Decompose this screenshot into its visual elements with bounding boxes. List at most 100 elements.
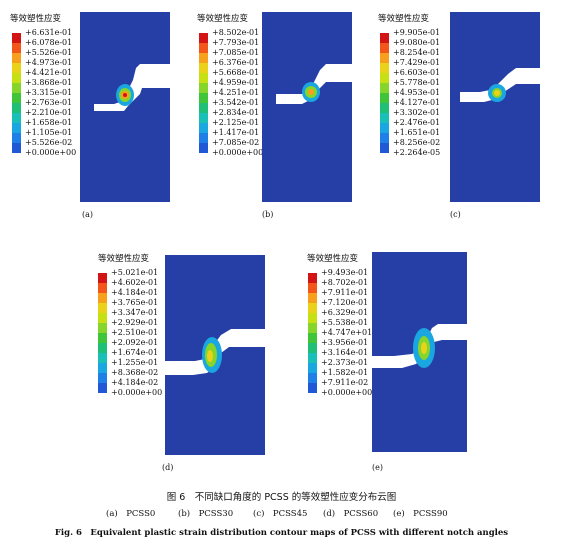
legend-swatch <box>199 113 208 123</box>
legend-value: +2.210e-01 <box>25 108 73 117</box>
legend-swatch <box>98 313 107 323</box>
legend-swatch <box>308 313 317 323</box>
legend-value: +0.000e+00 <box>111 388 163 397</box>
legend-swatch <box>12 63 21 73</box>
legend-value: +2.264e-05 <box>393 148 441 157</box>
legend-value: +9.905e-01 <box>393 28 441 37</box>
legend-swatch <box>308 283 317 293</box>
legend-value: +3.868e-01 <box>25 78 73 87</box>
legend-swatch <box>380 53 389 63</box>
legend-swatch <box>380 133 389 143</box>
legend-value: +6.376e-01 <box>212 58 260 67</box>
legend-value: +7.085e-02 <box>212 138 260 147</box>
legend-swatch <box>380 83 389 93</box>
panel-label: (c) <box>450 210 461 219</box>
legend-swatch <box>308 343 317 353</box>
legend-swatch <box>98 343 107 353</box>
legend-swatch <box>12 73 21 83</box>
legend-swatch <box>199 123 208 133</box>
legend-value: +2.476e-01 <box>393 118 441 127</box>
contour-map-e <box>372 252 467 452</box>
subcaption-e: (e) PCSS90 <box>393 509 448 519</box>
legend-swatch <box>98 283 107 293</box>
legend-swatch <box>12 133 21 143</box>
legend-value: +3.765e-01 <box>111 298 159 307</box>
legend-value: +6.603e-01 <box>393 68 441 77</box>
legend-swatch <box>12 143 21 153</box>
legend-swatch <box>12 83 21 93</box>
legend-value: +8.256e-02 <box>393 138 441 147</box>
legend-swatch <box>380 43 389 53</box>
legend-value: +2.763e-01 <box>25 98 73 107</box>
legend-swatch <box>308 363 317 373</box>
legend-value: +1.105e-01 <box>25 128 73 137</box>
legend-swatch <box>12 33 21 43</box>
legend-swatch <box>98 323 107 333</box>
legend-value: +1.417e-01 <box>212 128 260 137</box>
legend-swatch <box>380 73 389 83</box>
panel-label: (e) <box>372 463 383 472</box>
legend-swatch <box>380 143 389 153</box>
legend-swatch <box>12 123 21 133</box>
legend-swatch <box>199 143 208 153</box>
legend-swatch <box>98 303 107 313</box>
legend-value: +7.911e-02 <box>321 378 369 387</box>
legend-swatch <box>12 53 21 63</box>
legend-swatch <box>199 133 208 143</box>
legend-value: +0.000e+00 <box>321 388 373 397</box>
legend-swatch <box>308 373 317 383</box>
legend-swatch <box>12 43 21 53</box>
legend-value: +7.429e-01 <box>393 58 441 67</box>
legend-swatch <box>308 303 317 313</box>
legend-value: +4.184e-02 <box>111 378 159 387</box>
subcaption-b: (b) PCSS30 <box>178 509 234 519</box>
legend-value: +1.582e-01 <box>321 368 369 377</box>
legend-swatch <box>12 93 21 103</box>
legend-swatch <box>308 333 317 343</box>
legend-value: +4.127e-01 <box>393 98 441 107</box>
legend-value: +8.502e-01 <box>212 28 260 37</box>
legend-value: +8.368e-02 <box>111 368 159 377</box>
legend-value: +2.092e-01 <box>111 338 159 347</box>
legend-value: +1.651e-01 <box>393 128 441 137</box>
legend-title: 等效塑性应变 <box>378 14 430 24</box>
figure-caption-en: Fig. 6 Equivalent plastic strain distrib… <box>54 528 509 538</box>
legend-swatch <box>199 63 208 73</box>
legend-value: +2.834e-01 <box>212 108 260 117</box>
legend-swatch <box>380 93 389 103</box>
legend-swatch <box>308 353 317 363</box>
legend-swatch <box>199 83 208 93</box>
legend-value: +8.702e-01 <box>321 278 369 287</box>
panel-label: (a) <box>82 210 94 219</box>
legend-swatch <box>308 323 317 333</box>
legend-swatch <box>98 333 107 343</box>
legend-value: +6.631e-01 <box>25 28 73 37</box>
legend-title: 等效塑性应变 <box>307 254 359 264</box>
legend-swatch <box>199 73 208 83</box>
legend-value: +7.911e-01 <box>321 288 369 297</box>
legend-title: 等效塑性应变 <box>197 14 249 24</box>
panel-label: (b) <box>262 210 274 219</box>
legend-value: +5.526e-01 <box>25 48 73 57</box>
legend-value: +5.021e-01 <box>111 268 159 277</box>
contour-map-b <box>262 12 352 202</box>
legend-swatch <box>199 43 208 53</box>
legend-title: 等效塑性应变 <box>10 14 62 24</box>
legend-value: +7.085e-01 <box>212 48 260 57</box>
legend-value: +9.493e-01 <box>321 268 369 277</box>
subcaption-d: (d) PCSS60 <box>323 509 379 519</box>
contour-map-d <box>165 255 265 455</box>
legend-value: +5.668e-01 <box>212 68 260 77</box>
legend-swatch <box>380 103 389 113</box>
legend-value: +3.347e-01 <box>111 308 159 317</box>
legend-value: +5.778e-01 <box>393 78 441 87</box>
legend-swatch <box>199 93 208 103</box>
subcaption-c: (c) PCSS45 <box>253 509 308 519</box>
contour-map-a <box>80 12 170 202</box>
legend-value: +3.542e-01 <box>212 98 260 107</box>
legend-value: +1.674e-01 <box>111 348 159 357</box>
legend-value: +5.538e-01 <box>321 318 369 327</box>
panel-label: (d) <box>162 463 174 472</box>
legend-swatch <box>380 113 389 123</box>
legend-value: +0.000e+00 <box>212 148 264 157</box>
